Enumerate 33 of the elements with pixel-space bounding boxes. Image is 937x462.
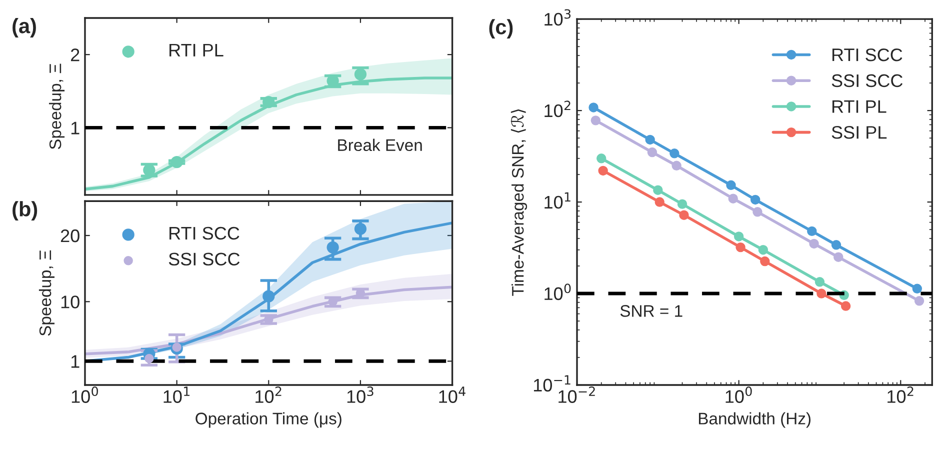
legend-label: SSI SCC [832, 74, 903, 88]
y-tick-label: 20 [60, 229, 80, 242]
y-tick-label: 10$^{1}$ [544, 192, 570, 209]
x-axis-title: Bandwidth (Hz) [698, 412, 810, 428]
y-tick-label: 10$^{3}$ [544, 9, 571, 26]
legend-label: RTI PL [832, 100, 886, 113]
legend-label: RTI PL [170, 44, 224, 56]
y-tick-label: 10$^{2}$ [544, 100, 570, 118]
y-tick-label: 1 [71, 355, 80, 368]
legend-label: RTI SCC [170, 226, 240, 240]
y-axis-title: Speedup, Ξ [38, 250, 54, 336]
y-tick-label: 10 [61, 296, 80, 308]
chart-title: (c) [489, 19, 513, 38]
y-tick-label: 1 [71, 122, 80, 134]
ref-line-label: SNR = 1 [620, 305, 682, 317]
y-axis-title: Time-Averaged SNR, ⟨ℛ⟩ [510, 109, 528, 296]
x-tick-label: 10$^{1}$ [164, 386, 190, 403]
x-tick-label: 10$^{2}$ [256, 386, 282, 403]
x-tick-label: 10$^{−2}$ [558, 386, 595, 403]
legend-label: SSI SCC [168, 252, 240, 266]
legend-label: RTI SCC [832, 48, 902, 62]
chart-title: (a) [12, 18, 36, 38]
y-tick-label: 10$^{0}$ [544, 284, 571, 300]
x-tick-label: 10$^{2}$ [888, 386, 914, 403]
x-axis-title: Operation Time (μs) [196, 412, 342, 428]
x-tick-label: 10$^{0}$ [726, 386, 752, 403]
legend-label: SSI PL [832, 126, 887, 139]
y-tick-label: 2 [70, 48, 80, 62]
ref-line-label: Break Even [338, 138, 422, 152]
x-tick-label: 10$^{3}$ [347, 386, 374, 403]
chart-title: (b) [12, 201, 38, 221]
y-axis-title: Speedup, Ξ [48, 64, 65, 150]
x-tick-label: 10$^{4}$ [439, 386, 466, 403]
